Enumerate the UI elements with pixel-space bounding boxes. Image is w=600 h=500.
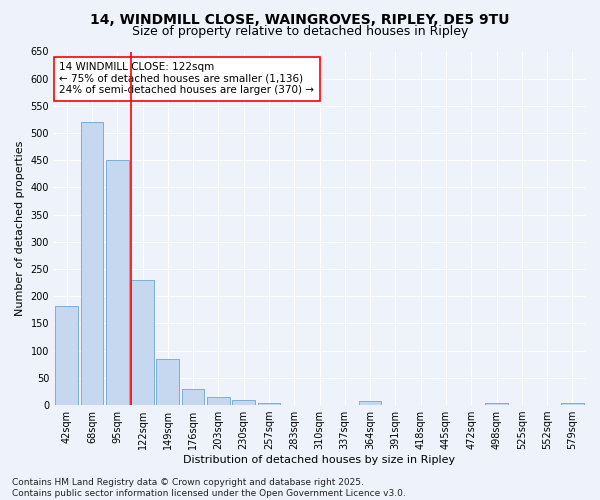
Text: Contains HM Land Registry data © Crown copyright and database right 2025.
Contai: Contains HM Land Registry data © Crown c… [12,478,406,498]
Bar [80,122,103,405]
Bar [485,404,508,405]
Bar [308,404,331,405]
Bar [55,306,78,405]
Text: Size of property relative to detached houses in Ripley: Size of property relative to detached ho… [132,25,468,38]
Bar [257,404,280,405]
X-axis label: Distribution of detached houses by size in Ripley: Distribution of detached houses by size … [184,455,455,465]
Text: 14 WINDMILL CLOSE: 122sqm
← 75% of detached houses are smaller (1,136)
24% of se: 14 WINDMILL CLOSE: 122sqm ← 75% of detac… [59,62,314,96]
Bar [359,402,382,405]
Y-axis label: Number of detached properties: Number of detached properties [15,140,25,316]
Bar [283,404,305,405]
Bar [106,160,128,405]
Bar [561,404,584,405]
Text: 14, WINDMILL CLOSE, WAINGROVES, RIPLEY, DE5 9TU: 14, WINDMILL CLOSE, WAINGROVES, RIPLEY, … [90,12,510,26]
Bar [207,397,230,405]
Bar [131,280,154,405]
Bar [232,400,255,405]
Bar [182,389,205,405]
Bar [157,359,179,405]
